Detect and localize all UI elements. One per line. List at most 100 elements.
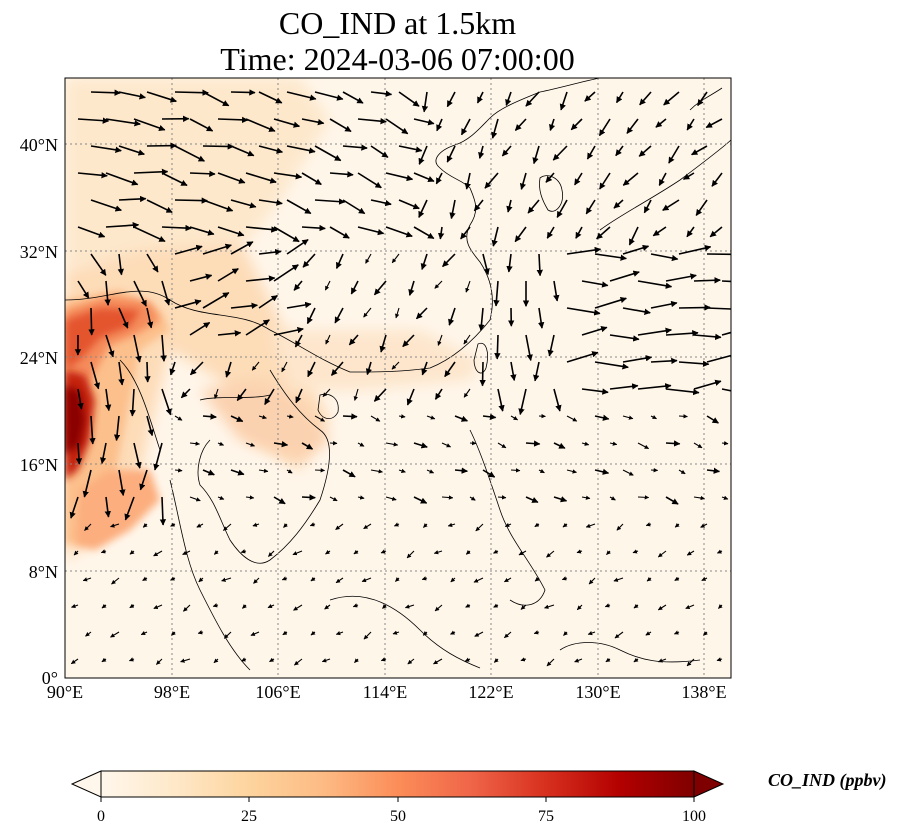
wind-arrow xyxy=(174,415,183,421)
wind-arrow xyxy=(546,226,555,239)
wind-arrow xyxy=(566,351,599,363)
wind-arrow xyxy=(574,172,583,186)
wind-arrow xyxy=(160,334,167,362)
wind-arrow xyxy=(282,630,288,636)
wind-arrow xyxy=(435,172,443,185)
wind-arrow xyxy=(286,91,317,101)
wind-arrow xyxy=(363,307,372,318)
wind-arrow xyxy=(118,195,147,203)
wind-arrow xyxy=(609,496,616,501)
wind-arrow xyxy=(668,145,680,164)
wind-arrow xyxy=(609,383,639,390)
wind-arrow xyxy=(553,388,562,412)
wind-arrow xyxy=(544,604,555,609)
wind-arrow xyxy=(221,577,232,582)
wind-arrow xyxy=(113,415,121,442)
wind-arrow xyxy=(465,550,471,555)
wind-arrow xyxy=(709,226,723,238)
wind-arrow xyxy=(454,415,468,422)
wind-arrow xyxy=(322,388,331,397)
wind-arrow xyxy=(426,415,436,420)
wind-arrow xyxy=(395,577,400,582)
wind-arrow xyxy=(643,199,652,214)
wind-arrow xyxy=(493,549,499,554)
wind-arrow xyxy=(476,91,484,104)
wind-arrow xyxy=(182,550,191,555)
wind-arrow xyxy=(678,414,688,419)
wind-arrow xyxy=(202,469,215,476)
wind-arrow xyxy=(294,658,303,666)
wind-arrow xyxy=(493,603,499,608)
wind-arrow xyxy=(170,522,176,527)
wind-arrow xyxy=(645,631,652,636)
wind-arrow xyxy=(613,577,624,582)
wind-arrow xyxy=(295,388,303,404)
wind-arrow xyxy=(335,253,344,269)
wind-arrow xyxy=(314,91,344,101)
wind-arrow xyxy=(460,118,471,136)
wind-arrow xyxy=(665,273,697,282)
wind-arrow xyxy=(566,307,601,316)
wind-arrow xyxy=(697,91,708,107)
wind-arrow xyxy=(404,604,415,609)
wind-arrow xyxy=(686,226,695,238)
wind-arrow xyxy=(665,440,681,447)
wind-arrow xyxy=(329,118,352,133)
wind-arrow xyxy=(230,415,244,423)
wind-arrow xyxy=(422,631,428,636)
wind-arrow xyxy=(413,172,435,182)
wind-arrow xyxy=(493,280,500,307)
wind-arrow xyxy=(441,495,454,500)
wind-arrow xyxy=(230,302,258,309)
wind-arrow xyxy=(421,91,429,113)
wind-arrow xyxy=(161,172,188,187)
wind-arrow xyxy=(525,334,533,362)
wind-arrow xyxy=(69,496,79,519)
wind-arrow xyxy=(398,199,420,210)
wind-arrow xyxy=(463,388,471,398)
wind-arrow xyxy=(286,238,309,255)
wind-arrow xyxy=(482,413,497,421)
wind-arrow xyxy=(365,361,373,376)
wind-arrow xyxy=(497,388,505,412)
wind-arrow xyxy=(398,145,423,153)
wind-arrow xyxy=(484,172,499,189)
wind-arrow xyxy=(140,630,148,636)
wind-arrow xyxy=(475,523,484,532)
wind-arrow xyxy=(82,469,92,498)
y-tick-label: 40°N xyxy=(20,135,58,155)
wind-arrow xyxy=(657,550,667,558)
wind-arrow xyxy=(139,469,148,491)
wind-arrow xyxy=(650,357,678,365)
wind-arrow xyxy=(421,361,428,376)
wind-arrow xyxy=(501,145,512,157)
wind-arrow xyxy=(594,253,627,261)
wind-arrow xyxy=(189,441,200,446)
wind-arrow xyxy=(650,253,679,262)
map-title-line1: CO_IND at 1.5km xyxy=(278,5,517,41)
wind-arrow xyxy=(128,657,135,662)
wind-arrow xyxy=(637,327,672,336)
wind-arrow xyxy=(189,321,211,336)
wind-arrow xyxy=(77,226,106,238)
wind-arrow xyxy=(460,226,471,240)
wind-arrow xyxy=(361,577,372,583)
wind-arrow xyxy=(99,442,107,465)
wind-arrow xyxy=(536,253,544,277)
wind-arrow xyxy=(581,495,591,500)
wind-arrow xyxy=(449,199,456,220)
wind-arrow xyxy=(77,172,108,179)
wind-arrow xyxy=(357,442,365,447)
wind-arrow xyxy=(464,172,471,190)
wind-arrow xyxy=(585,199,596,215)
wind-arrow xyxy=(716,657,723,662)
wind-arrow xyxy=(418,145,428,165)
wind-arrow xyxy=(606,550,611,555)
wind-arrow xyxy=(133,168,169,176)
wind-arrow xyxy=(421,576,428,581)
wind-arrow xyxy=(549,118,556,132)
wind-arrow xyxy=(286,145,316,154)
wind-arrow xyxy=(350,280,359,295)
wind-arrow xyxy=(665,496,679,505)
wind-arrow xyxy=(678,360,710,367)
